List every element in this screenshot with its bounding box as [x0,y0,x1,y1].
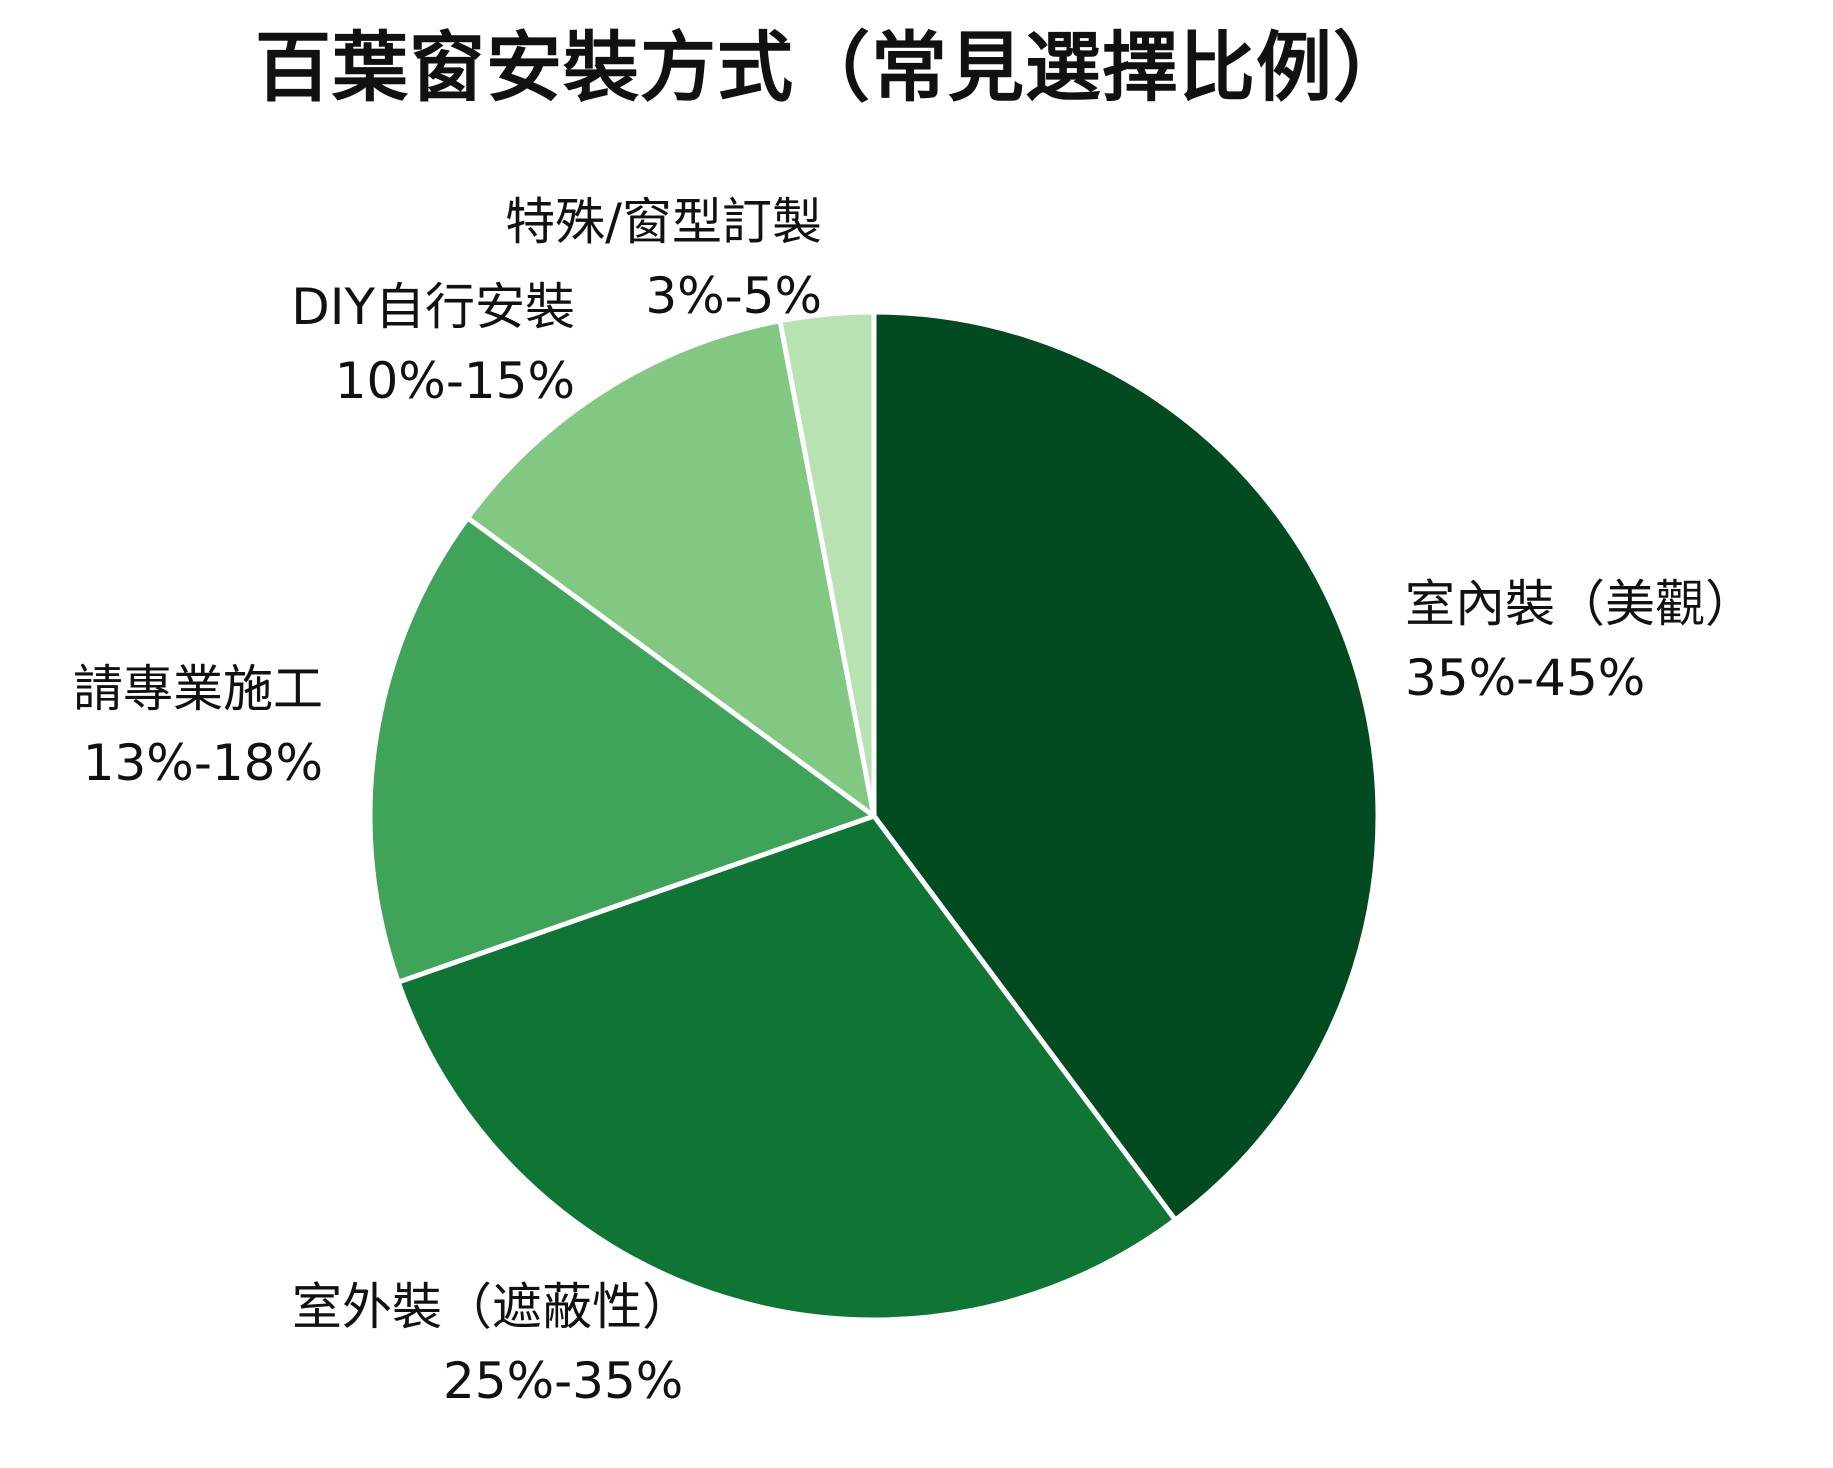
label-custom: 特殊/窗型訂製 3%-5% [505,185,822,333]
label-professional: 請專業施工 13%-18% [73,652,323,800]
slice-custom [777,309,877,819]
chart-title: 百葉窗安裝方式（常見選擇比例） [255,23,1410,112]
label-custom-range: 3%-5% [645,267,822,325]
label-indoor-range: 35%-45% [1405,649,1646,707]
label-professional-range: 13%-18% [82,734,323,792]
label-diy: DIY自行安裝 10%-15% [291,270,575,418]
label-custom-name: 特殊/窗型訂製 [505,193,822,251]
label-indoor-name: 室內裝（美觀） [1405,575,1755,633]
label-professional-name: 請專業施工 [73,660,323,718]
label-diy-name: DIY自行安裝 [291,278,575,336]
label-outdoor-name-wrap: 室外裝（遮蔽性） [292,1270,692,1344]
label-outdoor-name: 室外裝（遮蔽性） [292,1278,692,1336]
slice-indoor [871,309,1381,1223]
label-indoor: 室內裝（美觀） 35%-45% [1405,567,1755,715]
slice-outdoor [395,813,1178,1323]
label-diy-range: 10%-15% [334,352,575,410]
slice-diy [465,318,877,819]
label-outdoor-range: 25%-35% [443,1352,684,1410]
slice-professional [367,515,877,985]
label-outdoor-range-wrap: 25%-35% [443,1344,683,1418]
